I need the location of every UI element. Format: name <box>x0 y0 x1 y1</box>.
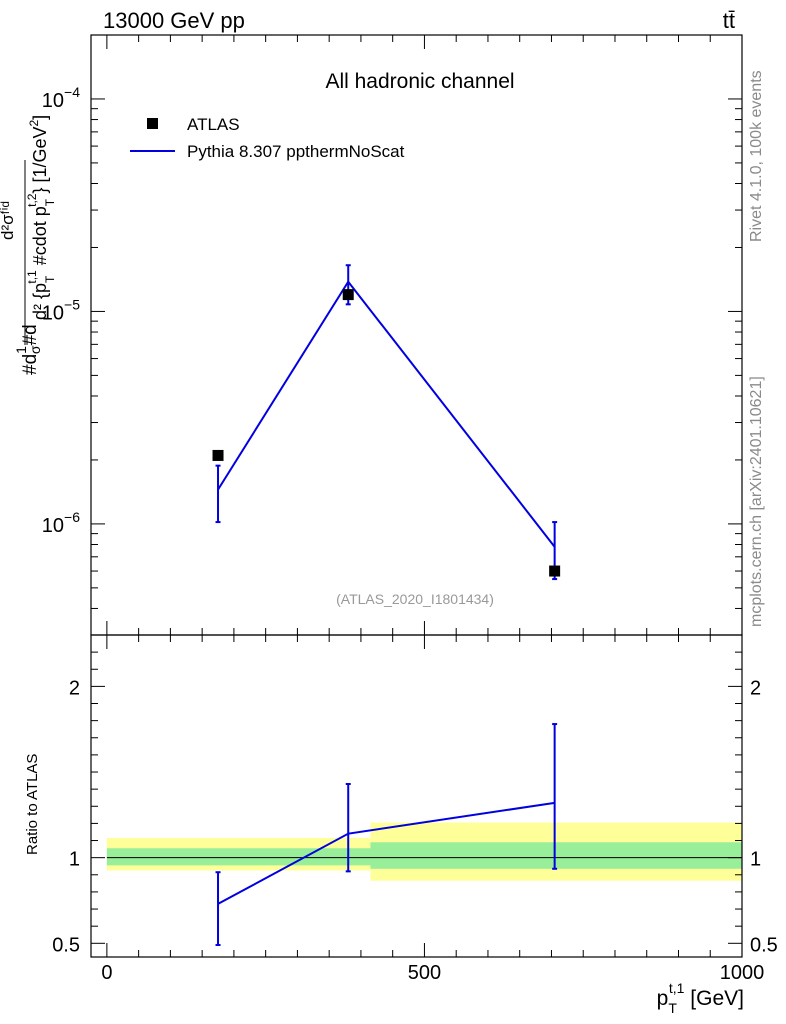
main-panel: 10−6 10−5 10−4 All hadronic channel (ATLAS… <box>0 34 743 636</box>
atlas-data-point <box>342 289 354 301</box>
ylabel-d1: #d <box>20 354 41 375</box>
legend-label-atlas: ATLAS <box>187 115 240 134</box>
main-ytick-label: 10−6 <box>42 509 80 537</box>
ratio-xtick-label: 500 <box>408 962 441 984</box>
header-collision-label: 13000 GeV pp <box>103 8 245 33</box>
main-ylabel: #d1σ#d <box>13 324 43 375</box>
chart-title: All hadronic channel <box>325 70 514 93</box>
ratio-ytick-label-left: 0.5 <box>52 934 80 956</box>
main-ytick-label: 10−5 <box>42 296 80 324</box>
analysis-watermark: (ATLAS_2020_I1801434) <box>336 591 494 607</box>
ratio-bands <box>106 822 742 881</box>
atlas-data-point <box>212 449 224 461</box>
main-ytick-labels: 10−6 10−5 10−4 <box>42 84 80 537</box>
ratio-xlabel: pTt,1 [GeV] <box>657 980 744 1016</box>
ylabel-frac-num: 1 <box>13 346 29 354</box>
header-process-label: tt̄ <box>723 8 735 33</box>
ratio-xtick-label: 1000 <box>720 962 765 984</box>
ratio-band-inner <box>106 848 371 866</box>
main-ytick-label: 10−4 <box>42 84 80 112</box>
ylabel-frac-den: σ <box>27 345 43 354</box>
legend-label-pythia: Pythia 8.307 ppthermNoScat <box>187 142 405 161</box>
pythia-line <box>217 279 556 548</box>
ratio-ytick-label-right: 2 <box>750 677 761 699</box>
main-ylabel-frac-bottom: d² {pTt,1 #cdot pTt,2} [1/GeV2] <box>25 115 57 320</box>
legend-marker-atlas <box>147 118 158 129</box>
ratio-ylabel: Ratio to ATLAS <box>24 754 41 855</box>
ratio-xtick-label: 0 <box>101 962 112 984</box>
ratio-panel: 0.5 0.5 1 1 2 2 0 500 1000 Ratio to ATLAS pTt,1 … <box>24 634 778 1016</box>
ratio-band-inner <box>370 842 742 869</box>
ratio-ytick-label-right: 0.5 <box>750 934 778 956</box>
ratio-tick-labels: 0.5 0.5 1 1 2 2 0 500 1000 <box>52 677 778 984</box>
ratio-axis-ticks <box>91 635 743 957</box>
rivet-version-label: Rivet 4.1.0, 100k events <box>748 70 765 242</box>
ratio-ytick-label-left: 2 <box>69 677 80 699</box>
main-series <box>212 264 561 581</box>
ratio-ytick-label-left: 1 <box>69 849 80 871</box>
ratio-series <box>215 723 558 947</box>
ylabel-d2: #d <box>20 324 41 345</box>
legend: ATLAS Pythia 8.307 ppthermNoScat <box>130 115 405 161</box>
atlas-data-point <box>549 565 561 577</box>
main-ylabel-frac-top: d²σᶠⁱᵈ <box>0 201 17 240</box>
ratio-frame <box>90 634 743 958</box>
ratio-ytick-label-right: 1 <box>750 849 761 871</box>
mcplots-label: mcplots.cern.ch [arXiv:2401.10621] <box>748 376 765 627</box>
